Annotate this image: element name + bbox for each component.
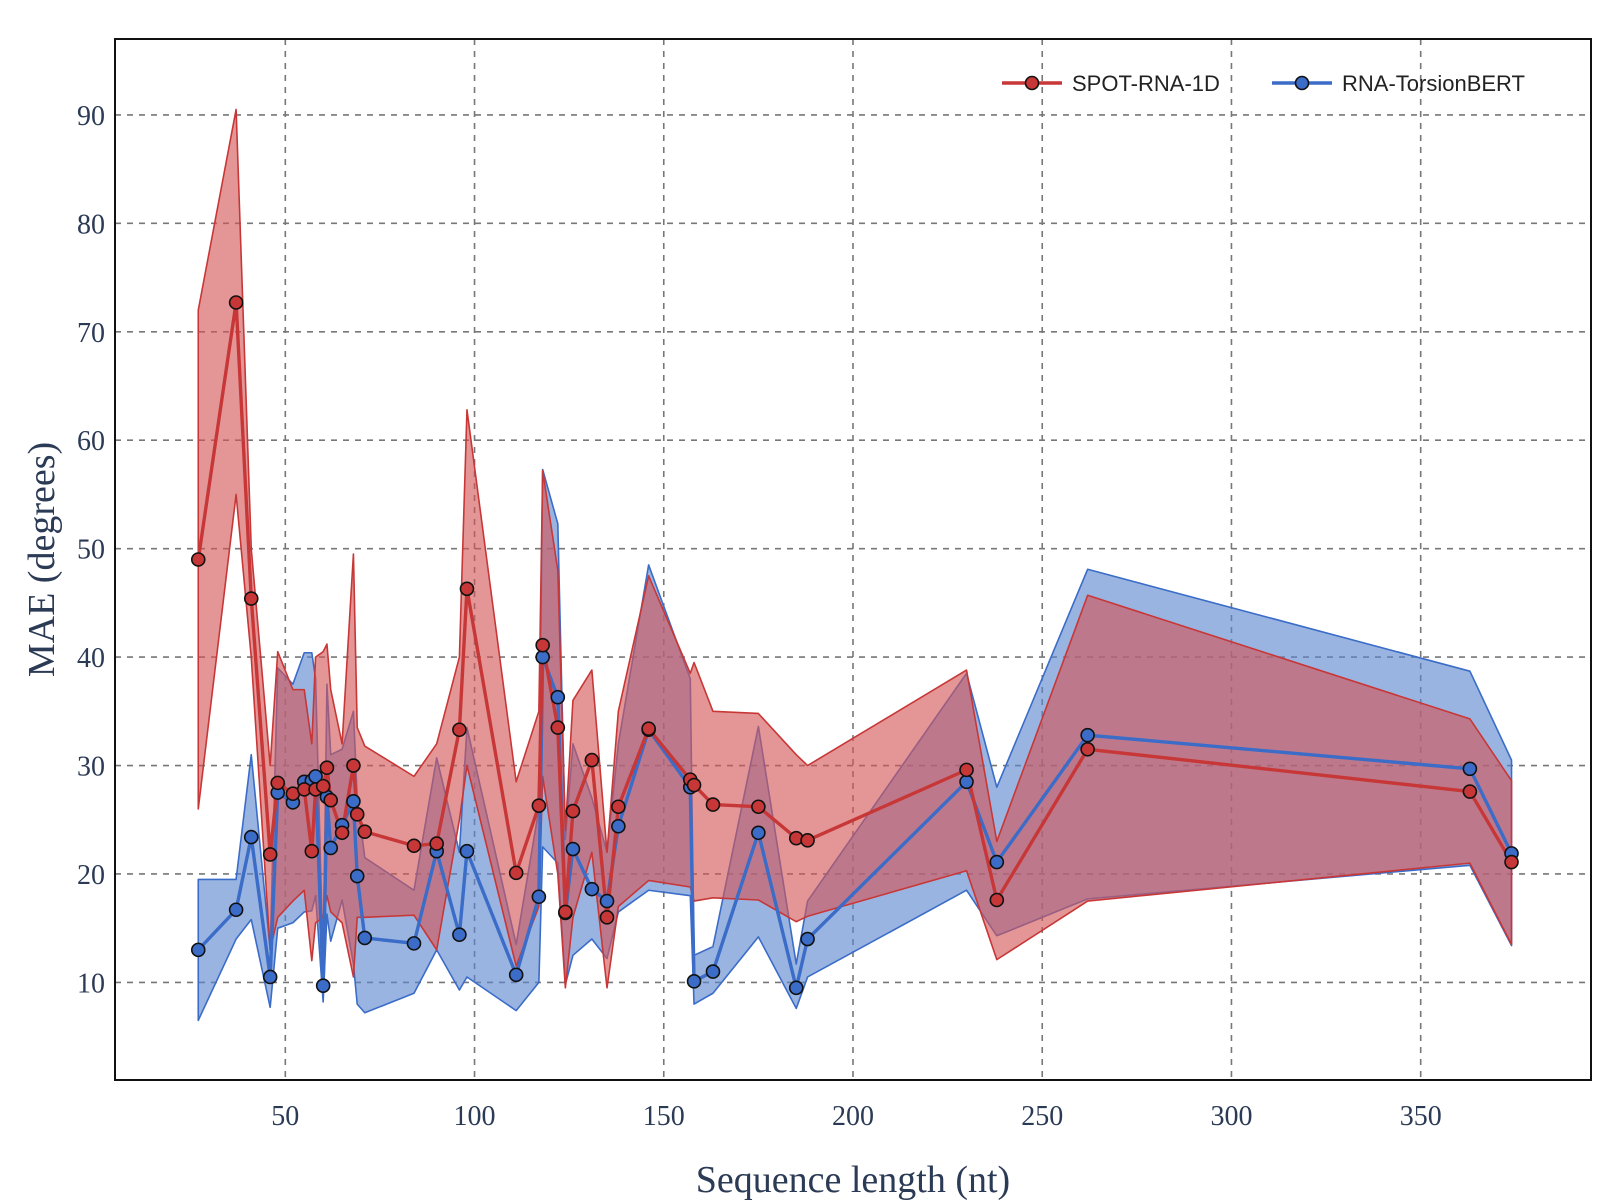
- point-rna-torsionbert: [788, 980, 804, 996]
- point-spot-rna-1d: [452, 722, 467, 738]
- point-spot-rna-1d: [599, 910, 615, 925]
- y-tick-label: 10: [77, 968, 105, 999]
- point-spot-rna-1d: [1504, 854, 1519, 870]
- point-spot-rna-1d: [243, 591, 259, 606]
- band-spot-rna-1d: [197, 108, 1513, 989]
- x-axis-title: Sequence length (nt): [696, 1159, 1010, 1200]
- point-rna-torsionbert: [459, 843, 475, 859]
- x-tick-label: 200: [832, 1101, 874, 1132]
- point-spot-rna-1d: [800, 833, 815, 848]
- point-rna-torsionbert: [599, 893, 615, 909]
- point-spot-rna-1d: [262, 847, 278, 862]
- x-tick-label: 100: [454, 1101, 496, 1132]
- y-tick-label: 30: [77, 752, 105, 783]
- point-spot-rna-1d: [334, 825, 350, 841]
- point-rna-torsionbert: [535, 649, 550, 665]
- legend-label-rna-torsionbert: RNA-TorsionBERT: [1342, 71, 1525, 96]
- point-spot-rna-1d: [349, 807, 365, 822]
- point-rna-torsionbert: [357, 930, 373, 946]
- point-rna-torsionbert: [751, 825, 766, 841]
- point-rna-torsionbert: [262, 969, 278, 985]
- point-spot-rna-1d: [705, 797, 721, 812]
- y-tick-label: 20: [77, 860, 105, 891]
- point-spot-rna-1d: [429, 836, 444, 851]
- point-spot-rna-1d: [1080, 741, 1095, 757]
- point-spot-rna-1d: [406, 838, 422, 854]
- y-tick-label: 80: [77, 209, 105, 240]
- grid: [115, 39, 1591, 1080]
- point-rna-torsionbert: [565, 841, 581, 857]
- point-spot-rna-1d: [751, 799, 766, 815]
- point-spot-rna-1d: [550, 720, 566, 735]
- y-tick-label: 50: [77, 535, 105, 566]
- point-spot-rna-1d: [584, 752, 600, 768]
- point-spot-rna-1d: [508, 865, 524, 881]
- point-rna-torsionbert: [346, 794, 361, 809]
- point-rna-torsionbert: [1080, 727, 1095, 743]
- point-spot-rna-1d: [228, 295, 244, 310]
- plot-frame: [114, 38, 1592, 1081]
- series-points: [190, 295, 1519, 996]
- legend-marker-spot-rna-1d: [1024, 75, 1040, 91]
- point-rna-torsionbert: [243, 829, 259, 845]
- point-spot-rna-1d: [459, 581, 475, 597]
- point-rna-torsionbert: [686, 974, 702, 989]
- confidence-bands: [197, 108, 1513, 1022]
- point-rna-torsionbert: [190, 942, 206, 958]
- x-tick-label: 350: [1400, 1101, 1442, 1132]
- point-rna-torsionbert: [584, 881, 600, 897]
- point-rna-torsionbert: [406, 936, 422, 951]
- point-spot-rna-1d: [535, 637, 550, 653]
- point-spot-rna-1d: [346, 758, 361, 773]
- point-spot-rna-1d: [323, 792, 339, 808]
- y-tick-label: 90: [77, 101, 105, 132]
- point-spot-rna-1d: [611, 799, 626, 815]
- point-spot-rna-1d: [558, 904, 573, 920]
- point-rna-torsionbert: [315, 978, 331, 993]
- y-tick-label: 60: [77, 426, 105, 457]
- legend-label-spot-rna-1d: SPOT-RNA-1D: [1072, 71, 1220, 96]
- point-rna-torsionbert: [452, 927, 467, 942]
- point-spot-rna-1d: [315, 778, 331, 794]
- point-spot-rna-1d: [357, 824, 373, 839]
- point-spot-rna-1d: [1462, 784, 1478, 799]
- point-rna-torsionbert: [611, 818, 626, 834]
- point-spot-rna-1d: [959, 762, 974, 778]
- point-rna-torsionbert: [550, 689, 566, 705]
- point-spot-rna-1d: [686, 777, 702, 793]
- point-spot-rna-1d: [304, 843, 320, 859]
- y-tick-label: 70: [77, 318, 105, 349]
- point-spot-rna-1d: [641, 721, 656, 736]
- legend: SPOT-RNA-1D RNA-TorsionBERT: [1002, 71, 1525, 96]
- x-tick-label: 250: [1021, 1101, 1063, 1132]
- point-rna-torsionbert: [531, 889, 547, 905]
- x-tick-label: 150: [643, 1101, 685, 1132]
- point-spot-rna-1d: [989, 892, 1005, 908]
- point-rna-torsionbert: [705, 964, 721, 979]
- tick-labels: 50 100 150 200 250 300 350 10 20 30 40 50 60 70 80 90: [77, 101, 1442, 1132]
- point-rna-torsionbert: [508, 967, 524, 983]
- y-tick-label: 40: [77, 643, 105, 674]
- point-rna-torsionbert: [228, 902, 244, 918]
- point-spot-rna-1d: [531, 798, 547, 813]
- point-spot-rna-1d: [565, 803, 581, 819]
- point-rna-torsionbert: [959, 774, 974, 790]
- legend-marker-rna-torsionbert: [1294, 75, 1310, 91]
- point-spot-rna-1d: [190, 552, 206, 567]
- y-axis-title: MAE (degrees): [21, 442, 63, 677]
- point-rna-torsionbert: [1462, 761, 1478, 777]
- x-tick-label: 50: [271, 1101, 299, 1132]
- point-rna-torsionbert: [989, 854, 1005, 870]
- point-rna-torsionbert: [323, 840, 339, 856]
- point-rna-torsionbert: [349, 868, 365, 884]
- x-tick-label: 300: [1210, 1101, 1252, 1132]
- point-spot-rna-1d: [270, 775, 286, 791]
- point-rna-torsionbert: [800, 931, 815, 947]
- point-spot-rna-1d: [319, 760, 335, 776]
